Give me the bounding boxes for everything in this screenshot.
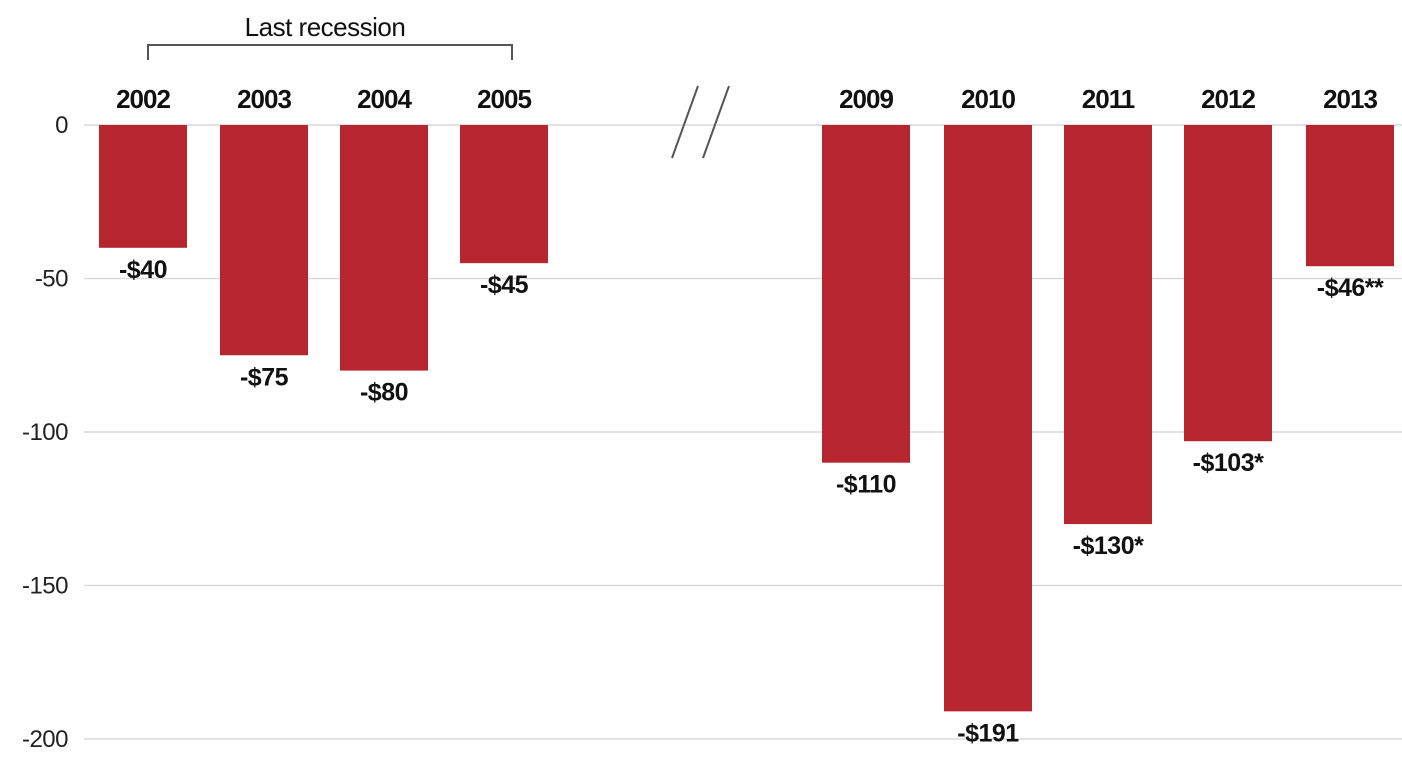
- value-label: -$40: [119, 256, 167, 284]
- recession-annotation: Last recession: [147, 12, 513, 60]
- y-axis-ticks: 0 -50 -100 -150 -200: [22, 112, 69, 753]
- break-slash-left: [671, 85, 699, 159]
- year-label: 2004: [357, 84, 412, 114]
- year-label: 2012: [1201, 84, 1255, 114]
- year-label: 2003: [237, 84, 291, 114]
- year-label: 2010: [961, 84, 1015, 114]
- y-tick-label: 0: [55, 112, 68, 139]
- value-label: -$191: [957, 719, 1019, 747]
- value-label: -$80: [360, 379, 408, 407]
- year-label: 2011: [1082, 84, 1135, 114]
- break-slash-right: [702, 85, 730, 159]
- bar: [99, 125, 187, 248]
- recession-label: Last recession: [245, 12, 406, 42]
- bar: [1184, 125, 1272, 442]
- bar: [220, 125, 308, 356]
- value-label: -$75: [240, 363, 289, 391]
- year-label: 2009: [839, 84, 893, 114]
- bar: [822, 125, 910, 463]
- year-label: 2013: [1323, 84, 1377, 114]
- bar: [460, 125, 548, 264]
- value-label: -$45: [480, 271, 529, 299]
- bar: [1306, 125, 1394, 267]
- bar: [944, 125, 1032, 712]
- value-labels: -$40 -$75 -$80 -$45 -$110 -$191 -$130* -$103* -$…: [119, 256, 1385, 748]
- y-tick-label: -100: [22, 419, 68, 446]
- y-tick-label: -150: [22, 573, 68, 600]
- bar: [1064, 125, 1152, 525]
- bar: [340, 125, 428, 371]
- axis-break-marker: [671, 85, 730, 159]
- year-label: 2002: [116, 84, 170, 114]
- value-label: -$46**: [1317, 274, 1384, 302]
- bars: [99, 125, 1394, 712]
- y-tick-label: -50: [35, 266, 68, 293]
- year-label: 2005: [477, 84, 531, 114]
- value-label: -$130*: [1073, 532, 1144, 560]
- y-tick-label: -200: [22, 726, 68, 753]
- recession-bracket: [147, 44, 513, 60]
- value-label: -$103*: [1193, 449, 1264, 477]
- year-labels: 2002 2003 2004 2005 2009 2010 2011 2012 2013: [116, 84, 1378, 114]
- value-label: -$110: [836, 471, 896, 499]
